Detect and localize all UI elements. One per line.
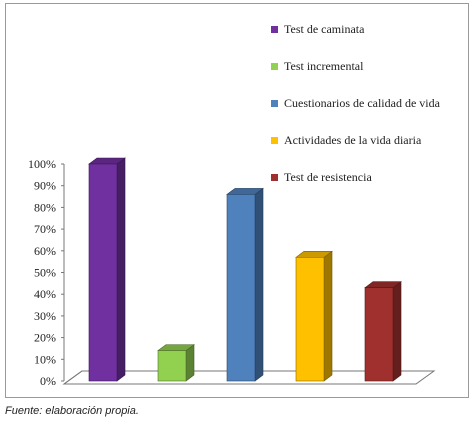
- legend-swatch-5: [271, 174, 278, 181]
- source-note: Fuente: elaboración propia.: [5, 405, 139, 417]
- chart-frame: 0% 10% 20% 30% 40% 50% 60% 70% 80% 90% 100% Test d…: [5, 3, 469, 398]
- legend-label-4: Actividades de la vida diaria: [284, 133, 422, 147]
- y-tick-label: 100%: [28, 157, 56, 171]
- legend-label-1: Test de caminata: [284, 22, 365, 36]
- bar-2: [157, 350, 187, 382]
- bar-side-1: [116, 157, 126, 382]
- y-tick-label: 40%: [34, 287, 56, 301]
- y-tick-label: 70%: [34, 222, 56, 236]
- legend-label-5: Test de resistencia: [284, 170, 372, 184]
- bar-side-5: [392, 281, 402, 382]
- y-tick-label: 50%: [34, 266, 56, 280]
- bar-5: [364, 287, 394, 382]
- bar-1: [88, 163, 118, 382]
- legend-label-2: Test incremental: [284, 59, 364, 73]
- legend-swatch-4: [271, 137, 278, 144]
- legend-swatch-3: [271, 100, 278, 107]
- bar-side-3: [254, 187, 264, 382]
- y-tick-label: 0%: [40, 374, 56, 388]
- bar-3: [226, 194, 256, 382]
- floor-edge: [63, 370, 83, 385]
- bar-side-4: [323, 250, 333, 382]
- y-tick-label: 30%: [34, 309, 56, 323]
- y-tick-label: 10%: [34, 352, 56, 366]
- y-tick-label: 80%: [34, 200, 56, 214]
- bar-chart: 0% 10% 20% 30% 40% 50% 60% 70% 80% 90% 100% Test d…: [28, 22, 441, 388]
- y-tick-label: 60%: [34, 244, 56, 258]
- legend-label-3: Cuestionarios de calidad de vida: [284, 96, 441, 110]
- bar-4: [295, 257, 325, 382]
- legend-swatch-1: [271, 26, 278, 33]
- y-tick-label: 20%: [34, 331, 56, 345]
- legend-swatch-2: [271, 63, 278, 70]
- y-tick-label: 90%: [34, 179, 56, 193]
